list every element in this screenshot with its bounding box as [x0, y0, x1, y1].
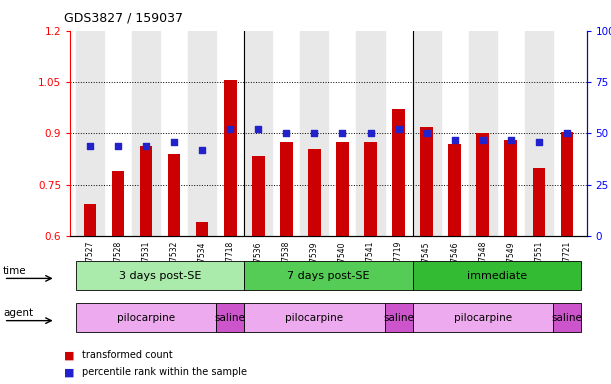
- Text: ■: ■: [64, 350, 75, 360]
- Bar: [132, 31, 160, 236]
- Bar: [76, 31, 104, 236]
- Bar: [533, 168, 545, 236]
- Bar: [244, 31, 273, 236]
- Text: saline: saline: [552, 313, 582, 323]
- Bar: [392, 109, 405, 236]
- Bar: [84, 204, 96, 236]
- Point: [478, 137, 488, 143]
- Bar: [505, 140, 517, 236]
- Bar: [336, 142, 349, 236]
- Point: [197, 147, 207, 153]
- Point: [365, 131, 375, 137]
- Point: [113, 143, 123, 149]
- Bar: [224, 80, 236, 236]
- Bar: [525, 31, 553, 236]
- Point: [254, 126, 263, 132]
- Text: pilocarpine: pilocarpine: [285, 313, 343, 323]
- Point: [85, 143, 95, 149]
- Point: [169, 139, 179, 145]
- Bar: [280, 142, 293, 236]
- Bar: [140, 146, 152, 236]
- Text: time: time: [3, 266, 27, 276]
- Point: [282, 131, 291, 137]
- Bar: [196, 222, 208, 236]
- Point: [534, 139, 544, 145]
- Bar: [252, 156, 265, 236]
- Bar: [364, 142, 377, 236]
- Bar: [477, 133, 489, 236]
- Point: [310, 131, 320, 137]
- Text: ■: ■: [64, 367, 75, 377]
- Point: [506, 137, 516, 143]
- Text: pilocarpine: pilocarpine: [117, 313, 175, 323]
- Bar: [561, 132, 573, 236]
- Bar: [301, 31, 329, 236]
- Point: [422, 131, 431, 137]
- Text: saline: saline: [215, 313, 246, 323]
- Point: [141, 143, 151, 149]
- Text: agent: agent: [3, 308, 33, 318]
- Bar: [308, 149, 321, 236]
- Point: [225, 126, 235, 132]
- Point: [450, 137, 459, 143]
- Bar: [469, 31, 497, 236]
- Bar: [188, 31, 216, 236]
- Text: pilocarpine: pilocarpine: [454, 313, 512, 323]
- Bar: [112, 171, 124, 236]
- Bar: [168, 154, 180, 236]
- Bar: [412, 31, 441, 236]
- Text: GDS3827 / 159037: GDS3827 / 159037: [64, 12, 183, 25]
- Bar: [420, 127, 433, 236]
- Bar: [356, 31, 384, 236]
- Point: [393, 126, 403, 132]
- Text: 3 days post-SE: 3 days post-SE: [119, 270, 201, 281]
- Point: [337, 131, 347, 137]
- Text: transformed count: transformed count: [82, 350, 174, 360]
- Point: [562, 131, 572, 137]
- Text: immediate: immediate: [467, 270, 527, 281]
- Text: 7 days post-SE: 7 days post-SE: [287, 270, 370, 281]
- Bar: [448, 144, 461, 236]
- Text: saline: saline: [383, 313, 414, 323]
- Text: percentile rank within the sample: percentile rank within the sample: [82, 367, 247, 377]
